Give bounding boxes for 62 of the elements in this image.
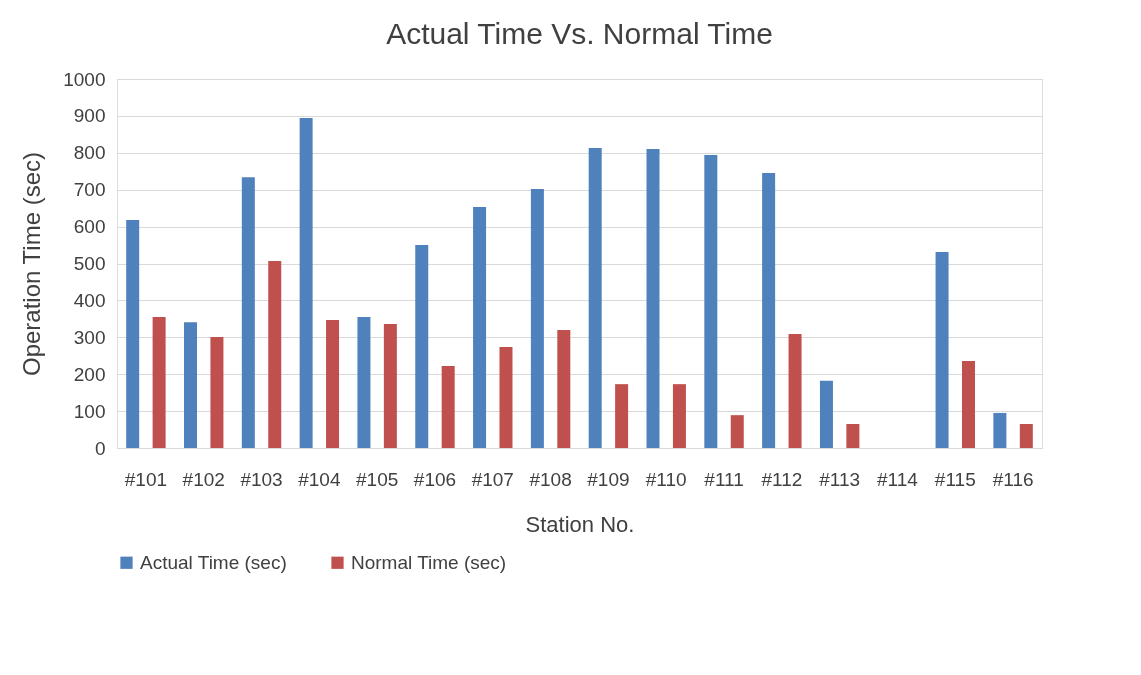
bar (268, 260, 282, 448)
y-tick-label: 900 (73, 105, 106, 127)
x-tick-label: #108 (529, 468, 572, 490)
bar (788, 333, 802, 448)
bar (615, 384, 629, 448)
bar (499, 346, 513, 448)
bar (704, 155, 718, 448)
y-tick-label: 200 (73, 363, 106, 385)
bar (762, 173, 776, 448)
bar (152, 317, 166, 448)
x-tick-label: #107 (471, 468, 514, 490)
x-tick-label: #112 (761, 468, 803, 490)
bar (557, 329, 571, 448)
x-tick-label: #105 (356, 468, 399, 490)
bar (326, 319, 340, 448)
bar (383, 324, 397, 448)
bar (935, 252, 949, 448)
y-tick-label: 0 (94, 437, 106, 459)
bar (993, 412, 1007, 448)
x-tick-label: #102 (182, 468, 225, 490)
y-tick-label: 600 (73, 216, 106, 238)
y-tick-label: 100 (73, 400, 106, 422)
bar (819, 380, 833, 448)
x-tick-label: #103 (240, 468, 283, 490)
bar (473, 207, 487, 448)
x-tick-label: #106 (413, 468, 457, 490)
y-tick-label: 500 (73, 253, 106, 274)
bar (415, 245, 429, 448)
bar (646, 149, 660, 448)
bar (730, 415, 744, 448)
y-tick-label: 700 (73, 179, 106, 201)
bar (441, 366, 455, 448)
bar (962, 360, 975, 448)
bar (1019, 424, 1033, 448)
x-tick-label: #104 (298, 468, 341, 490)
chart-title: Actual Time Vs. Normal Time (386, 17, 773, 50)
x-tick-label: #114 (877, 468, 919, 490)
y-tick-label: 400 (73, 289, 106, 311)
x-tick-label: #111 (704, 468, 744, 490)
x-tick-label: #113 (819, 468, 861, 490)
y-tick-label: 1000 (63, 68, 106, 90)
x-axis-title: Station No. (525, 511, 635, 537)
y-axis-title: Operation Time (sec) (18, 151, 46, 377)
bar (184, 322, 197, 448)
bar (588, 148, 602, 448)
y-tick-label: 800 (73, 142, 106, 164)
bar (846, 424, 860, 448)
x-tick-label: #110 (645, 468, 687, 490)
legend-label: Normal Time (sec) (351, 551, 507, 573)
bar (241, 177, 255, 448)
x-tick-label: #101 (124, 468, 168, 490)
y-tick-label: 300 (73, 326, 106, 348)
bar (210, 336, 224, 448)
bar (530, 188, 544, 448)
bar (672, 384, 686, 448)
x-tick-label: #115 (934, 468, 976, 490)
x-tick-label: #116 (992, 468, 1034, 490)
x-tick-label: #109 (587, 468, 630, 490)
bar (299, 118, 313, 448)
bar (126, 219, 140, 448)
legend-label: Actual Time (sec) (140, 551, 287, 573)
bar (357, 317, 371, 448)
